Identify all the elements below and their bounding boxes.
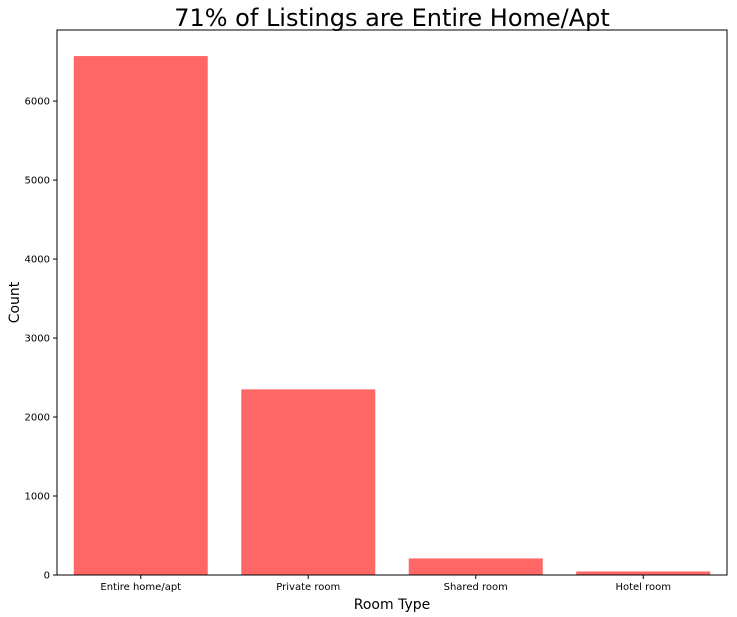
- y-tick-label: 0: [44, 571, 50, 582]
- bar-private-room: [241, 389, 376, 575]
- x-tick-label: Hotel room: [615, 582, 671, 593]
- bar-shared-room: [408, 558, 543, 575]
- bar-entire-home-apt: [73, 56, 208, 576]
- y-tick-label: 3000: [25, 334, 50, 345]
- x-axis-label: Room Type: [354, 597, 430, 613]
- y-tick-label: 4000: [25, 255, 50, 266]
- y-tick-label: 2000: [25, 413, 50, 424]
- x-axis: Entire home/apt Private room Shared room Ho…: [100, 575, 671, 593]
- bar-hotel-room: [576, 571, 711, 575]
- y-tick-label: 1000: [25, 492, 50, 503]
- bars-group: [73, 56, 711, 576]
- x-tick-label: Private room: [276, 582, 340, 593]
- y-axis: 0 1000 2000 3000 4000 5000 6000: [25, 97, 57, 582]
- y-axis-label: Count: [7, 281, 23, 323]
- y-tick-label: 6000: [25, 97, 50, 108]
- y-tick-label: 5000: [25, 176, 50, 187]
- plot-area-frame: [56, 29, 728, 576]
- x-tick-label: Entire home/apt: [100, 582, 181, 593]
- x-tick-label: Shared room: [444, 582, 508, 593]
- chart-title: 71% of Listings are Entire Home/Apt: [174, 4, 610, 32]
